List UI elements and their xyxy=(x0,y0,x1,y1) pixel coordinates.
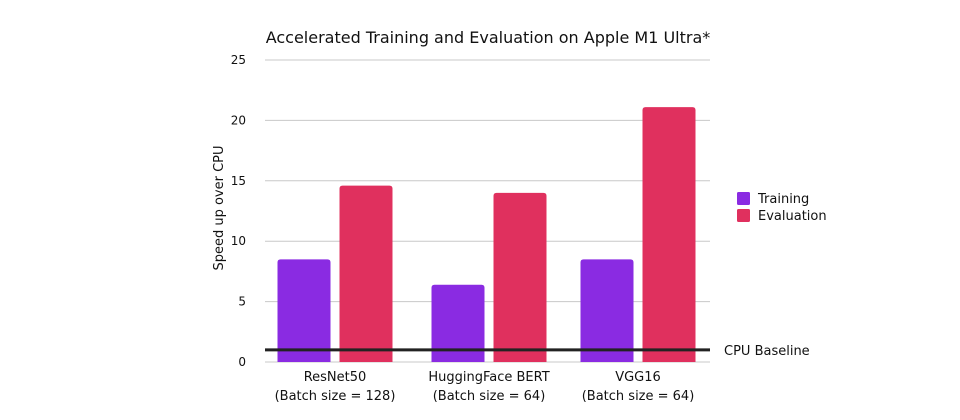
bar-evaluation-1 xyxy=(493,192,547,362)
y-tick-label: 0 xyxy=(238,355,246,369)
x-category-label: (Batch size = 64) xyxy=(582,389,695,404)
legend-label-training: Training xyxy=(757,192,809,207)
y-tick-label: 20 xyxy=(231,113,246,127)
bar-evaluation-0 xyxy=(339,185,393,362)
bar-evaluation-2 xyxy=(642,107,696,362)
x-category-label: VGG16 xyxy=(615,370,661,385)
y-axis-label: Speed up over CPU xyxy=(212,145,227,270)
y-tick-label: 10 xyxy=(231,234,246,248)
x-category-label: ResNet50 xyxy=(304,370,367,385)
bar-training-2 xyxy=(580,259,634,362)
gridlines xyxy=(265,59,710,363)
x-category-label: (Batch size = 128) xyxy=(275,389,396,404)
cpu-baseline: CPU Baseline xyxy=(265,344,810,359)
y-tick-label: 15 xyxy=(231,174,246,188)
y-axis-ticks: 0 5 10 15 20 25 xyxy=(231,53,246,369)
legend-swatch-evaluation xyxy=(737,209,750,222)
bar-training-0 xyxy=(277,259,331,362)
cpu-baseline-label: CPU Baseline xyxy=(724,344,810,359)
x-axis-categories: ResNet50 (Batch size = 128) HuggingFace BE… xyxy=(275,370,695,404)
y-tick-label: 5 xyxy=(238,295,246,309)
x-category-label: HuggingFace BERT xyxy=(428,370,549,385)
legend: Training Evaluation xyxy=(737,192,827,224)
legend-swatch-training xyxy=(737,192,750,205)
chart-title: Accelerated Training and Evaluation on A… xyxy=(266,28,711,47)
legend-label-evaluation: Evaluation xyxy=(758,209,827,224)
x-category-label: (Batch size = 64) xyxy=(433,389,546,404)
y-tick-label: 25 xyxy=(231,53,246,67)
bars xyxy=(277,107,696,362)
bar-training-1 xyxy=(431,284,485,362)
